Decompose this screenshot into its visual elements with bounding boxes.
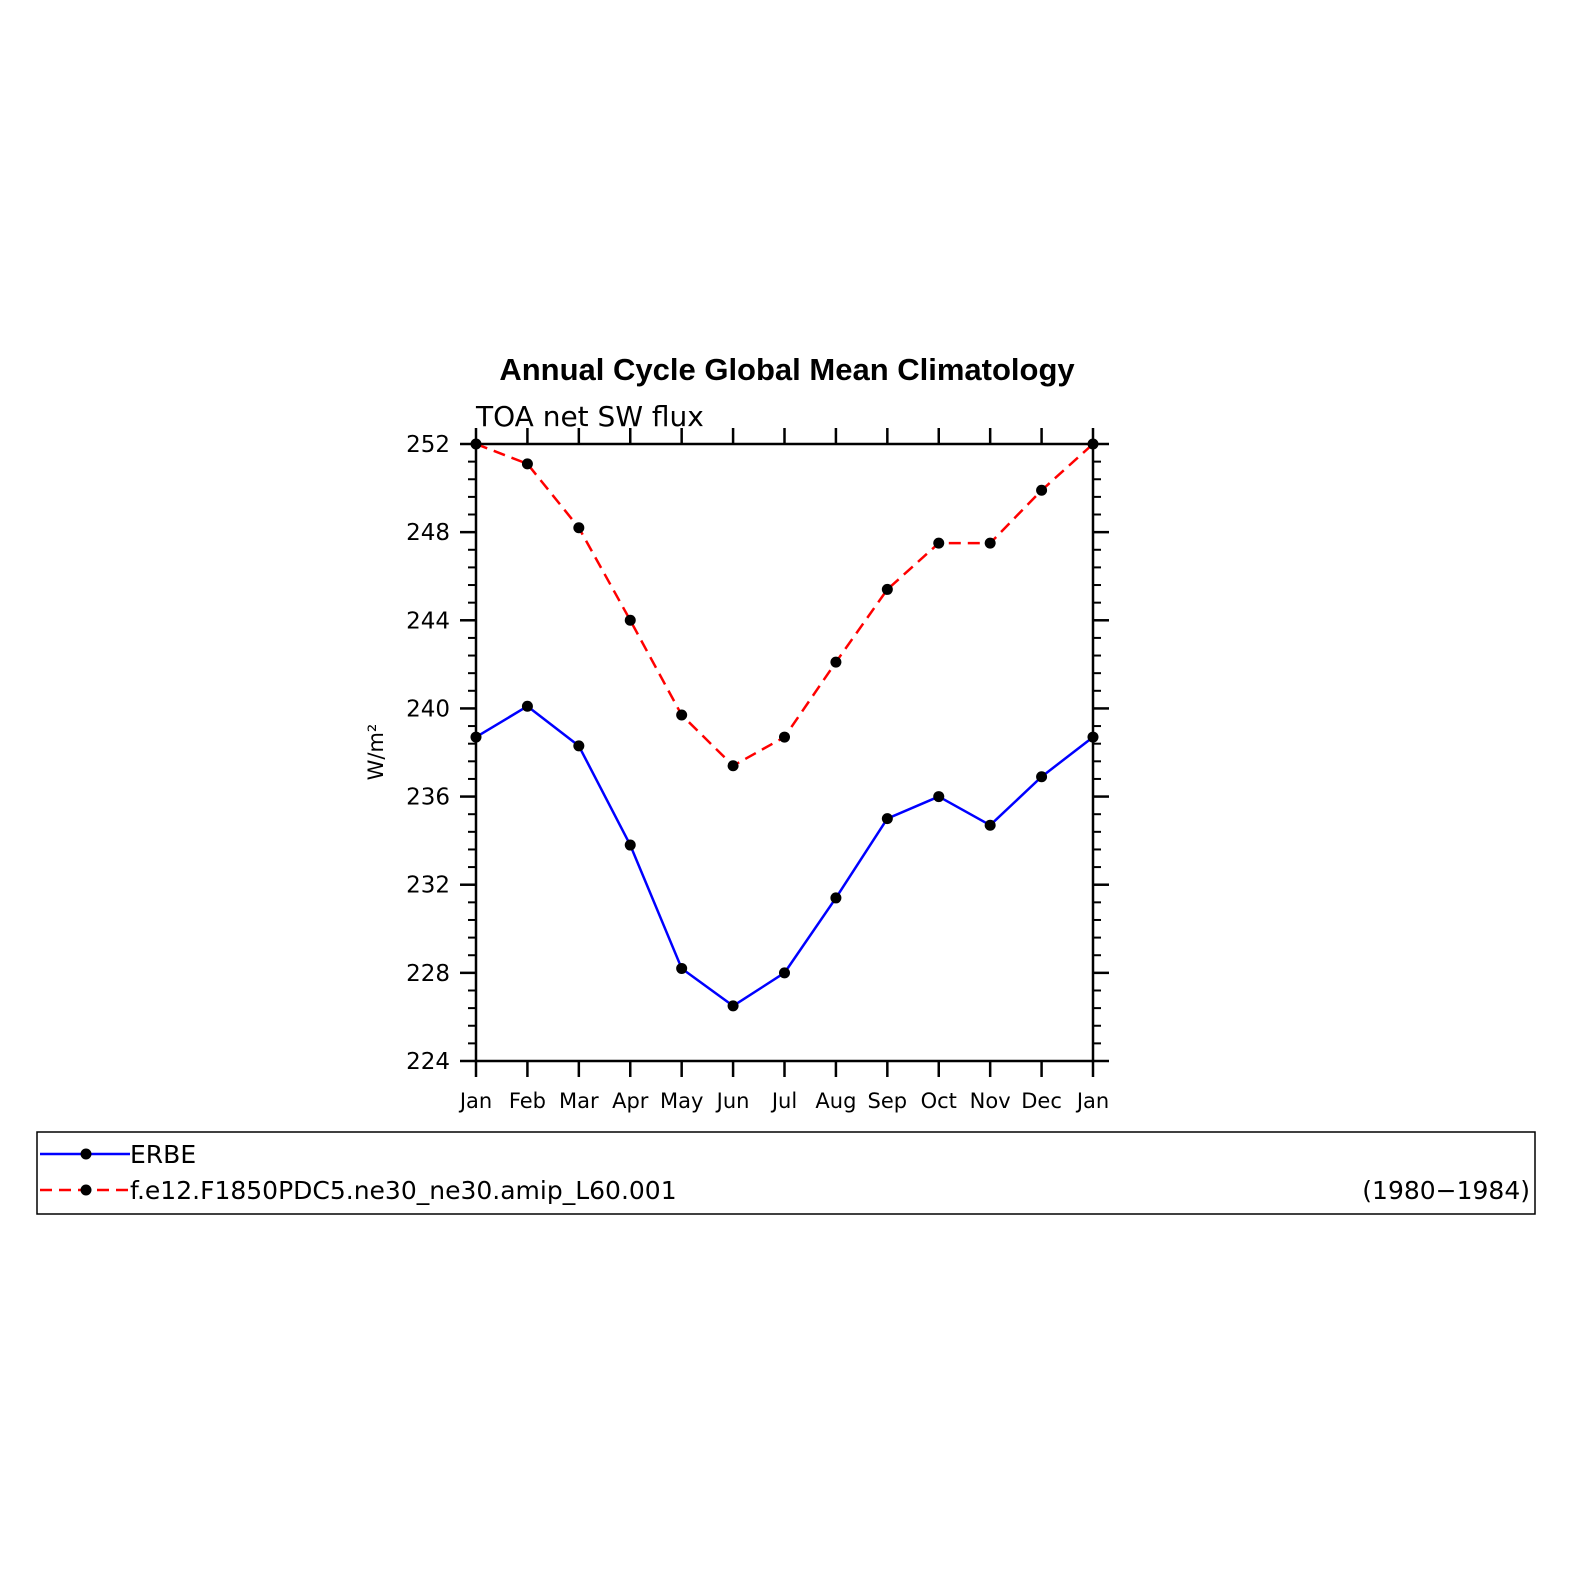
- series-0-point: [779, 967, 790, 979]
- legend-marker-0: [80, 1148, 92, 1160]
- series-0-point: [624, 839, 636, 851]
- series-1-point: [779, 731, 790, 743]
- series-0-point: [984, 819, 996, 831]
- series-1-point: [573, 522, 585, 534]
- series-1-point: [933, 537, 945, 549]
- x-tick-label: Mar: [559, 1089, 599, 1113]
- series-1-point: [830, 656, 842, 668]
- x-tick-label: Apr: [612, 1089, 649, 1113]
- series-0-point: [1036, 771, 1048, 783]
- series-line-1: [475, 442, 1094, 767]
- series-1-point: [984, 537, 996, 549]
- legend-box: [36, 1131, 1536, 1215]
- axes: 224 228 232 236 240 244 248 252 Jan Feb Mar Apr May J…: [406, 428, 1109, 1113]
- series-0-point: [881, 813, 893, 825]
- legend-label-1: f.e12.F1850PDC5.ne30_ne30.amip_L60.001: [130, 1176, 677, 1205]
- x-tick-label: Sep: [868, 1089, 908, 1113]
- y-tick-label: 252: [406, 432, 450, 458]
- y-tick-label: 236: [406, 785, 450, 811]
- x-tick-label: Nov: [970, 1089, 1011, 1113]
- x-tick-label: Dec: [1021, 1089, 1062, 1113]
- series-1-point: [881, 583, 893, 595]
- x-tick-label: Feb: [509, 1089, 546, 1113]
- series-1-point: [676, 709, 688, 721]
- y-axis-label: W/m²: [364, 724, 388, 781]
- series-0-point: [676, 962, 688, 974]
- series-0-point: [727, 1000, 739, 1012]
- series-1-point: [1036, 484, 1048, 496]
- series-1-point: [1087, 438, 1099, 450]
- y-tick-label: 224: [406, 1049, 450, 1075]
- x-tick-label: Aug: [815, 1089, 856, 1113]
- legend-period-label: (1980−1984): [1362, 1176, 1530, 1205]
- series-1-point: [521, 458, 533, 470]
- y-tick-label: 232: [406, 873, 450, 899]
- x-tick-label: Oct: [921, 1089, 957, 1113]
- x-tick-label: Jun: [715, 1089, 750, 1113]
- series-0-point: [521, 700, 533, 712]
- series-1-point: [470, 438, 482, 450]
- series-line-0: [475, 704, 1094, 1008]
- x-tick-label: Jan: [458, 1089, 492, 1113]
- series-0-point: [933, 791, 945, 803]
- legend-label-0: ERBE: [130, 1140, 196, 1169]
- series-0-point: [573, 740, 585, 752]
- x-tick-label: Jan: [1075, 1089, 1109, 1113]
- series-layer: [470, 438, 1099, 1012]
- legend: ERBE f.e12.F1850PDC5.ne30_ne30.amip_L60.0…: [40, 1140, 1530, 1205]
- series-0-point: [470, 731, 482, 743]
- series-1-point: [624, 614, 636, 626]
- series-1-point: [727, 760, 739, 772]
- chart-title: Annual Cycle Global Mean Climatology: [499, 352, 1075, 387]
- x-tick-label: Jul: [770, 1089, 797, 1113]
- x-tick-label: May: [660, 1089, 703, 1113]
- legend-marker-1: [80, 1184, 92, 1196]
- chart-subtitle: TOA net SW flux: [475, 400, 704, 433]
- y-tick-label: 248: [406, 520, 450, 546]
- y-tick-label: 240: [406, 696, 450, 722]
- series-0-point: [1087, 731, 1099, 743]
- y-tick-label: 244: [406, 608, 450, 634]
- series-0-point: [830, 892, 842, 904]
- y-tick-label: 228: [406, 961, 450, 987]
